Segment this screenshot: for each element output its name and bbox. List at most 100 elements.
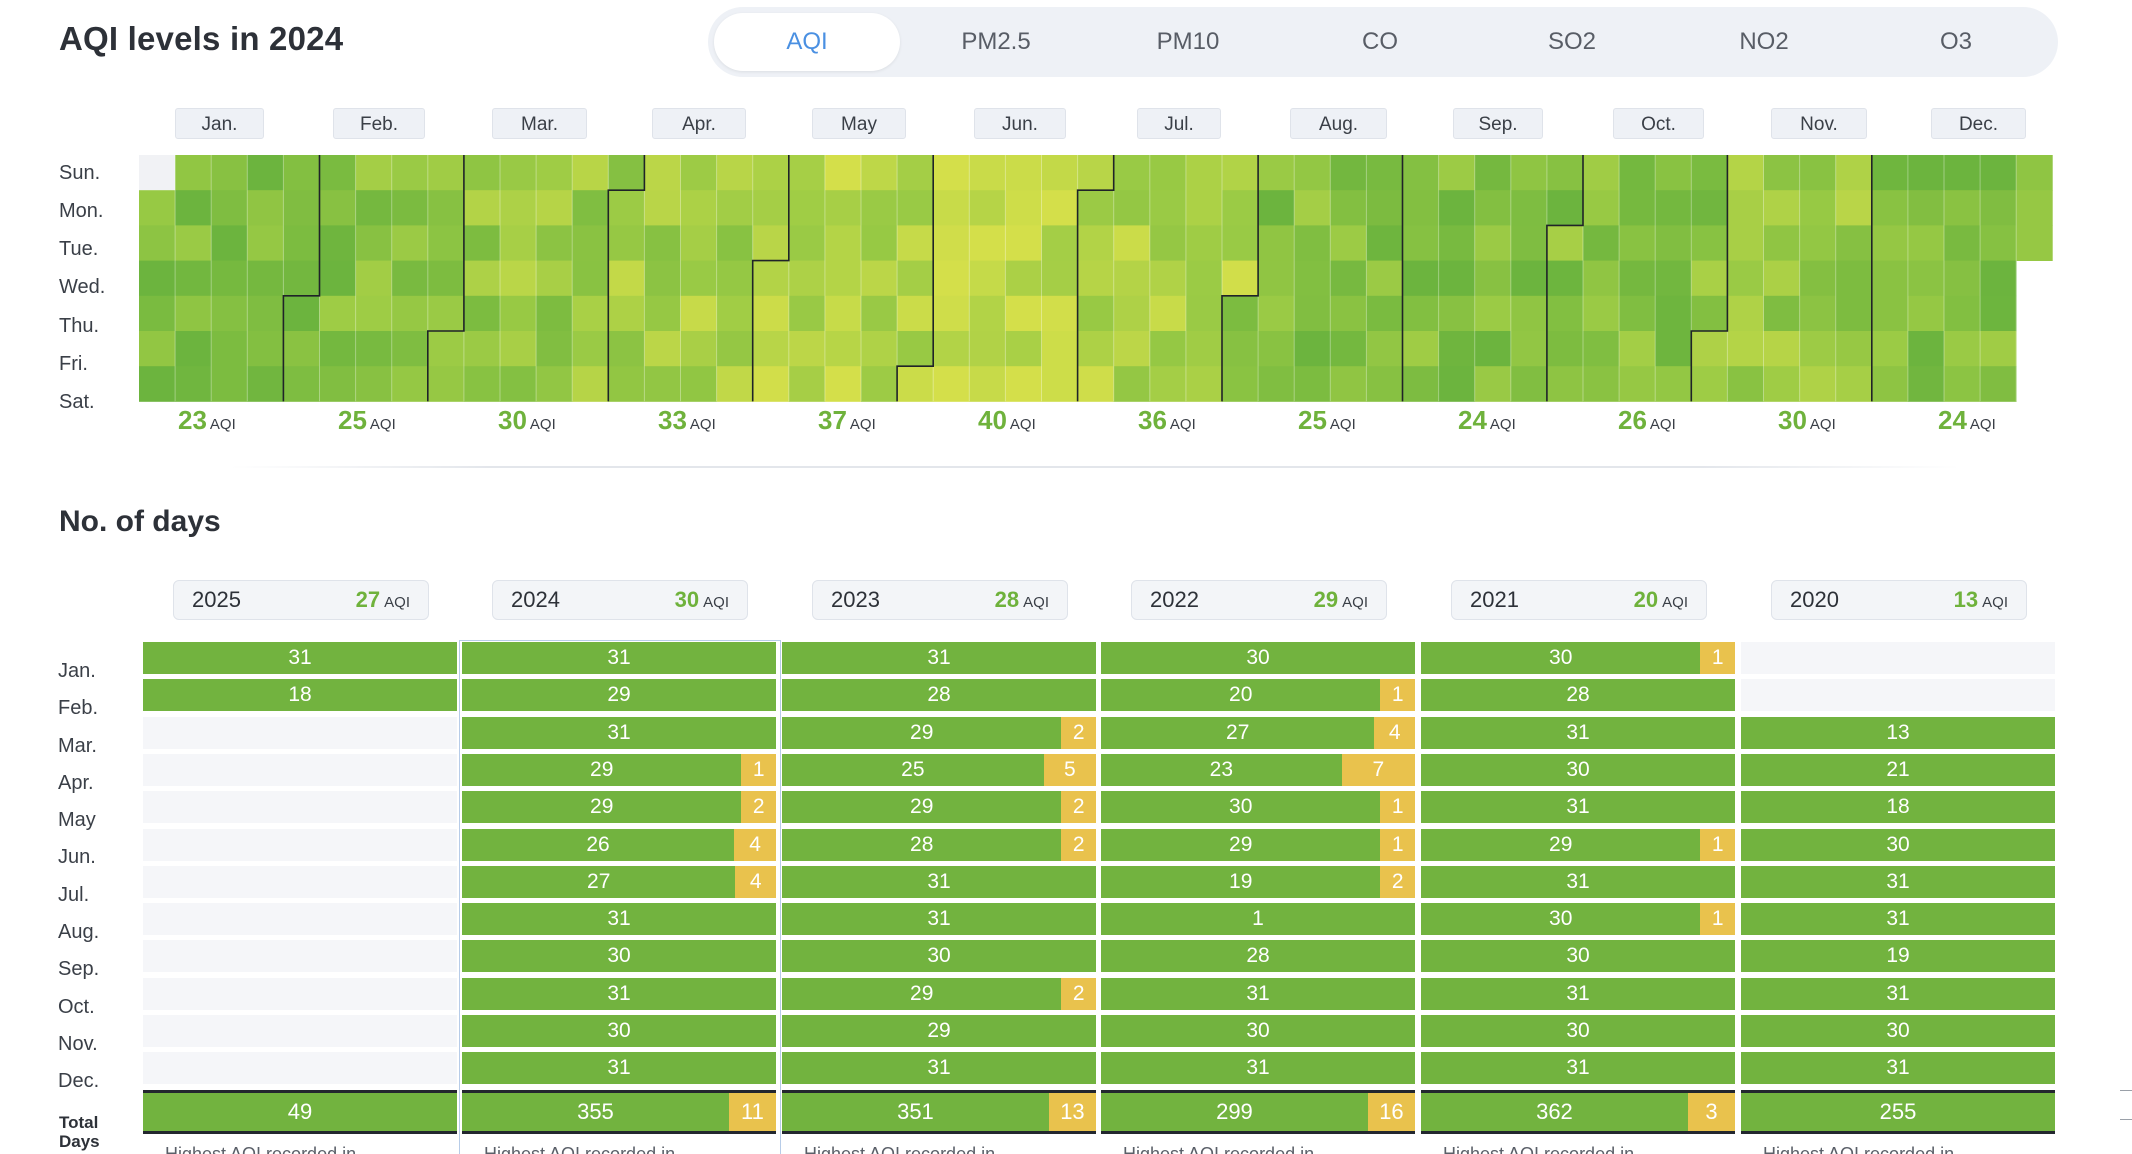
heatmap-day-cell[interactable] — [1871, 260, 1909, 297]
heatmap-day-cell[interactable] — [1294, 295, 1331, 332]
tab-co[interactable]: CO — [1362, 28, 1398, 55]
tab-o3[interactable]: O3 — [1939, 28, 1972, 55]
heatmap-day-cell[interactable] — [175, 225, 212, 261]
heatmap-day-cell[interactable] — [1294, 225, 1331, 261]
heatmap-day-cell[interactable] — [500, 331, 537, 367]
heatmap-day-cell[interactable] — [1799, 366, 1837, 402]
heatmap-day-cell[interactable] — [788, 366, 826, 402]
heatmap-day-cell[interactable] — [1799, 260, 1837, 297]
heatmap-day-cell[interactable] — [1185, 260, 1223, 297]
month-day-bar[interactable]: 31 — [1741, 865, 2055, 898]
heatmap-day-cell[interactable] — [861, 331, 898, 367]
heatmap-day-cell[interactable] — [861, 260, 898, 297]
month-day-bar[interactable]: 31 — [782, 903, 1096, 936]
heatmap-day-cell[interactable] — [788, 260, 826, 297]
month-day-bar[interactable]: 31 — [462, 716, 776, 749]
heatmap-day-cell[interactable] — [933, 295, 970, 332]
heatmap-day-cell[interactable] — [1330, 260, 1367, 297]
total-days-bar[interactable]: 255 — [1741, 1090, 2055, 1134]
heatmap-day-cell[interactable] — [536, 331, 573, 367]
heatmap-day-cell[interactable] — [969, 295, 1006, 332]
heatmap-day-cell[interactable] — [716, 366, 754, 402]
heatmap-day-cell[interactable] — [536, 260, 573, 297]
month-day-bar[interactable] — [143, 977, 457, 1010]
heatmap-day-cell[interactable] — [1546, 260, 1584, 297]
heatmap-day-cell[interactable] — [1691, 366, 1728, 402]
month-day-bar[interactable]: 21 — [1741, 753, 2055, 786]
heatmap-day-cell[interactable] — [391, 331, 429, 367]
heatmap-day-cell[interactable] — [1944, 155, 1981, 191]
heatmap-day-cell[interactable] — [1474, 295, 1512, 332]
heatmap-day-cell[interactable] — [716, 155, 754, 191]
heatmap-day-cell[interactable] — [1258, 155, 1295, 191]
heatmap-day-cell[interactable] — [283, 331, 320, 367]
heatmap-day-cell[interactable] — [1222, 366, 1259, 402]
heatmap-day-cell[interactable] — [1763, 225, 1801, 261]
heatmap-day-cell[interactable] — [680, 225, 718, 261]
heatmap-day-cell[interactable] — [788, 155, 826, 191]
heatmap-day-cell[interactable] — [861, 295, 898, 332]
heatmap-day-cell[interactable] — [933, 155, 970, 191]
heatmap-day-cell[interactable] — [247, 331, 284, 367]
heatmap-day-cell[interactable] — [1763, 331, 1801, 367]
heatmap-day-cell[interactable] — [247, 366, 284, 402]
month-day-bar[interactable]: 30 — [1101, 1015, 1415, 1047]
heatmap-day-cell[interactable] — [1835, 260, 1873, 297]
tab-so2[interactable]: SO2 — [1547, 28, 1597, 55]
month-day-bar[interactable]: 30 1 — [1101, 791, 1415, 824]
year-selector-2022[interactable]: 2022 29 AQI — [1131, 580, 1387, 620]
heatmap-day-cell[interactable] — [1944, 366, 1981, 402]
month-day-bar[interactable]: 1 — [1101, 903, 1415, 936]
month-day-bar[interactable]: 28 — [1421, 679, 1735, 712]
heatmap-day-cell[interactable] — [175, 331, 212, 367]
heatmap-day-cell[interactable] — [933, 190, 970, 226]
heatmap-day-cell[interactable] — [319, 260, 357, 297]
year-selector-2020[interactable]: 2020 13 AQI — [1771, 580, 2027, 620]
heatmap-day-cell[interactable] — [283, 260, 320, 297]
heatmap-day-cell[interactable] — [1330, 225, 1367, 261]
heatmap-day-cell[interactable] — [1655, 366, 1692, 402]
heatmap-day-cell[interactable] — [716, 190, 754, 226]
heatmap-day-cell[interactable] — [500, 260, 537, 297]
heatmap-day-cell[interactable] — [608, 331, 645, 367]
heatmap-day-cell[interactable] — [1510, 331, 1548, 367]
heatmap-day-cell[interactable] — [1583, 225, 1620, 261]
heatmap-day-cell[interactable] — [1149, 155, 1187, 191]
heatmap-day-cell[interactable] — [644, 225, 681, 261]
heatmap-day-cell[interactable] — [1005, 331, 1042, 367]
heatmap-day-cell[interactable] — [1980, 260, 2017, 297]
heatmap-day-cell[interactable] — [2016, 190, 2053, 226]
month-day-bar[interactable]: 19 2 — [1101, 865, 1415, 898]
heatmap-day-cell[interactable] — [1944, 295, 1981, 332]
heatmap-day-cell[interactable] — [1799, 295, 1837, 332]
month-day-bar[interactable]: 29 1 — [462, 753, 776, 786]
heatmap-day-cell[interactable] — [1185, 155, 1223, 191]
heatmap-day-cell[interactable] — [1907, 155, 1945, 191]
tab-pm10[interactable]: PM10 — [1156, 28, 1220, 55]
month-day-bar[interactable]: 19 — [1741, 940, 2055, 973]
heatmap-day-cell[interactable] — [788, 295, 826, 332]
heatmap-day-cell[interactable] — [969, 225, 1006, 261]
heatmap-day-cell[interactable] — [1438, 190, 1476, 226]
heatmap-day-cell[interactable] — [1727, 260, 1764, 297]
month-day-bar[interactable]: 29 2 — [782, 977, 1096, 1010]
heatmap-day-cell[interactable] — [1619, 295, 1656, 332]
heatmap-day-cell[interactable] — [319, 155, 357, 191]
heatmap-day-cell[interactable] — [536, 155, 573, 191]
heatmap-day-cell[interactable] — [1727, 331, 1764, 367]
year-selector-2024[interactable]: 2024 30 AQI — [492, 580, 748, 620]
month-day-bar[interactable]: 29 2 — [782, 716, 1096, 749]
month-day-bar[interactable]: 18 — [143, 679, 457, 712]
month-day-bar[interactable]: 30 — [1741, 828, 2055, 861]
month-day-bar[interactable]: 29 — [462, 679, 776, 712]
heatmap-day-cell[interactable] — [716, 260, 754, 297]
heatmap-day-cell[interactable] — [355, 260, 393, 297]
month-day-bar[interactable]: 18 — [1741, 791, 2055, 824]
heatmap-day-cell[interactable] — [427, 155, 465, 191]
heatmap-day-cell[interactable] — [319, 190, 357, 226]
heatmap-day-cell[interactable] — [897, 295, 934, 332]
heatmap-day-cell[interactable] — [1510, 260, 1548, 297]
heatmap-day-cell[interactable] — [1222, 225, 1259, 261]
heatmap-day-cell[interactable] — [1041, 225, 1079, 261]
month-day-bar[interactable]: 28 — [1101, 940, 1415, 973]
